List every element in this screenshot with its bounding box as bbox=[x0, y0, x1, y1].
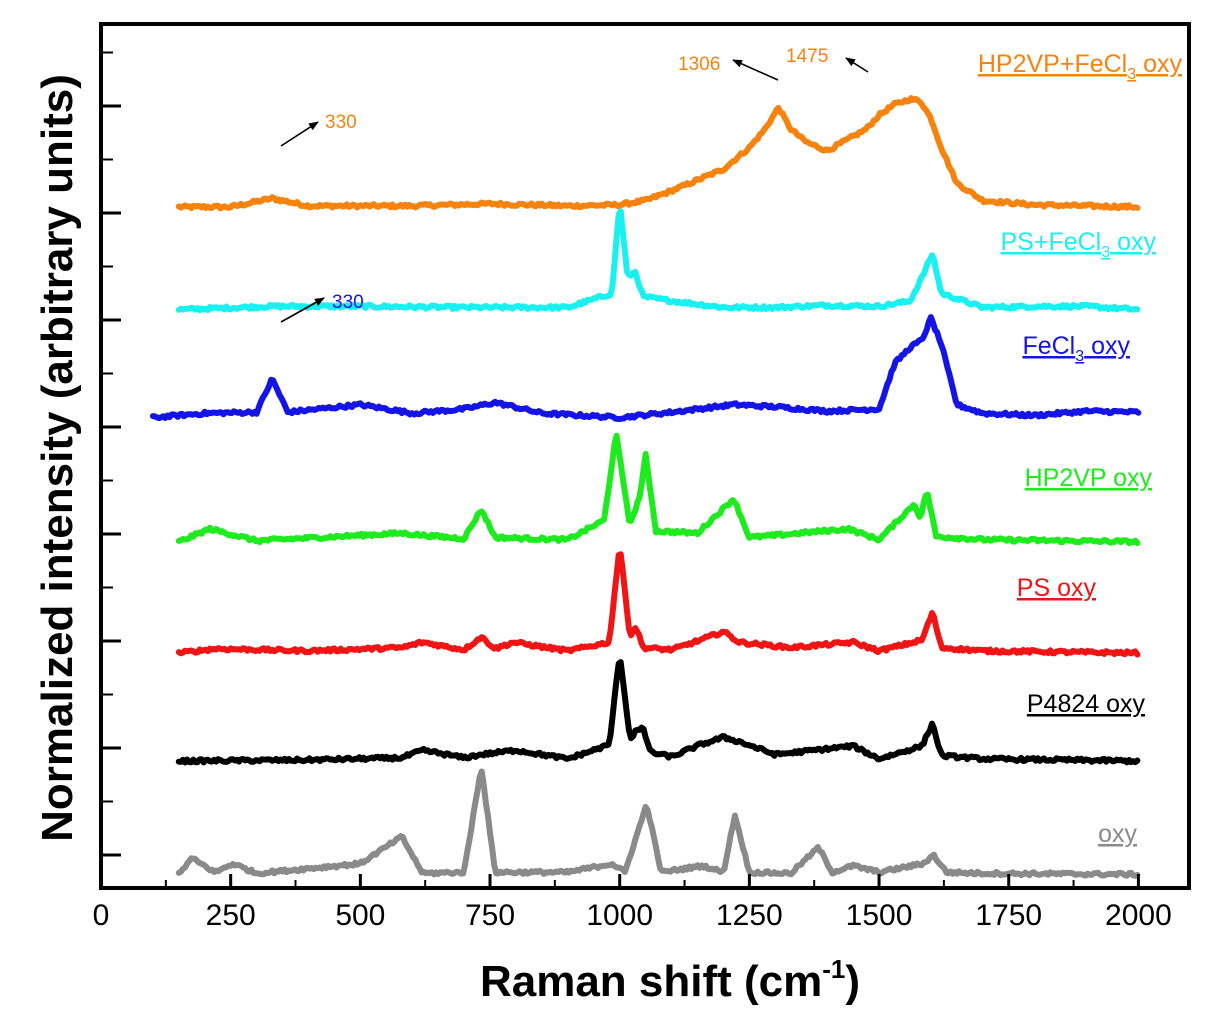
x-axis-title-close: ) bbox=[845, 957, 860, 1006]
series-label-1: PS+FeCl3 oxy bbox=[1001, 228, 1157, 261]
x-axis-ticks: 0 250 500 750 1000 1250 1500 1750 2000 bbox=[93, 874, 1172, 932]
series-line-2 bbox=[149, 314, 1142, 422]
series-label-3: HP2VP oxy bbox=[1025, 464, 1153, 492]
series-line-6 bbox=[175, 768, 1141, 879]
y-axis-ticks bbox=[101, 51, 121, 857]
x-tick-label-4: 1000 bbox=[586, 899, 653, 932]
annotation-label-2: 1475 bbox=[786, 46, 828, 67]
series-line-5 bbox=[175, 659, 1141, 766]
series-layer bbox=[149, 95, 1142, 879]
peak-annotations: 330 1306 1475 330 bbox=[280, 46, 869, 323]
x-axis-title-main: Raman shift (cm bbox=[480, 957, 822, 1006]
series-label-2: FeCl3 oxy bbox=[1022, 332, 1130, 365]
x-tick-label-6: 1500 bbox=[846, 899, 913, 932]
y-axis-title: Normalized intensity (arbitrary units) bbox=[33, 74, 82, 842]
x-tick-label-3: 750 bbox=[465, 899, 515, 932]
x-tick-label-2: 500 bbox=[335, 899, 385, 932]
x-tick-label-0: 0 bbox=[93, 899, 110, 932]
series-label-6: oxy bbox=[1098, 820, 1137, 848]
annotation-arrow-2 bbox=[845, 57, 869, 73]
annotation-label-0: 330 bbox=[325, 112, 357, 133]
plot-frame bbox=[99, 22, 1191, 890]
series-label-0: HP2VP+FeCl3 oxy bbox=[978, 50, 1183, 83]
annotation-arrow-0 bbox=[280, 121, 319, 147]
series-line-3 bbox=[175, 432, 1141, 547]
annotation-label-1: 1306 bbox=[678, 54, 720, 75]
annotation-arrow-3 bbox=[280, 297, 325, 323]
annotation-label-3: 330 bbox=[332, 292, 364, 313]
x-tick-label-5: 1250 bbox=[716, 899, 783, 932]
series-line-1 bbox=[175, 208, 1141, 314]
x-tick-label-1: 250 bbox=[206, 899, 256, 932]
annotation-arrow-1 bbox=[732, 59, 779, 81]
series-label-5: P4824 oxy bbox=[1027, 690, 1146, 718]
x-axis-title-sup: -1 bbox=[822, 954, 845, 984]
series-labels: HP2VP+FeCl3 oxy PS+FeCl3 oxy FeCl3 oxy HP2V… bbox=[978, 50, 1183, 848]
series-line-4 bbox=[175, 551, 1141, 658]
x-tick-label-7: 1750 bbox=[975, 899, 1042, 932]
x-tick-label-8: 2000 bbox=[1105, 899, 1172, 932]
series-label-4: PS oxy bbox=[1017, 574, 1097, 602]
series-line-0 bbox=[175, 95, 1141, 212]
x-axis-title: Raman shift (cm-1) bbox=[480, 954, 860, 1006]
